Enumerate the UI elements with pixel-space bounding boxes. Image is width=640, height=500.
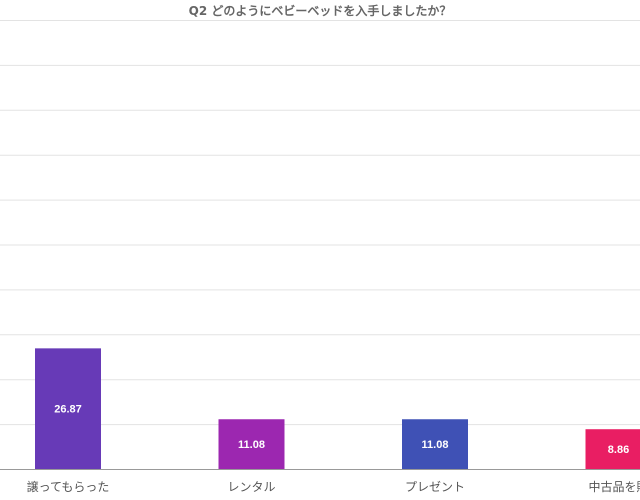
bar (218, 419, 285, 469)
data-label: 11.08 (422, 439, 449, 451)
x-tick-label: 譲ってもらった (27, 479, 110, 494)
data-label: 11.08 (238, 439, 265, 451)
x-tick-label: プレゼント (405, 480, 465, 494)
x-tick-label: 中古品を購 (588, 479, 640, 494)
bar (35, 348, 101, 469)
data-label: 26.87 (54, 404, 82, 416)
data-label: 8.86 (608, 444, 629, 456)
bar (585, 429, 640, 469)
bar (402, 419, 468, 469)
chart-title: Q2 どのようにベビーベッドを入手しましたか？ (188, 4, 452, 18)
x-tick-label: レンタル (227, 480, 275, 494)
